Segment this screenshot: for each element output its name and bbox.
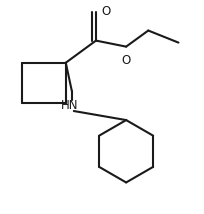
Text: O: O: [122, 54, 131, 67]
Text: HN: HN: [61, 100, 79, 113]
Text: O: O: [101, 5, 110, 18]
